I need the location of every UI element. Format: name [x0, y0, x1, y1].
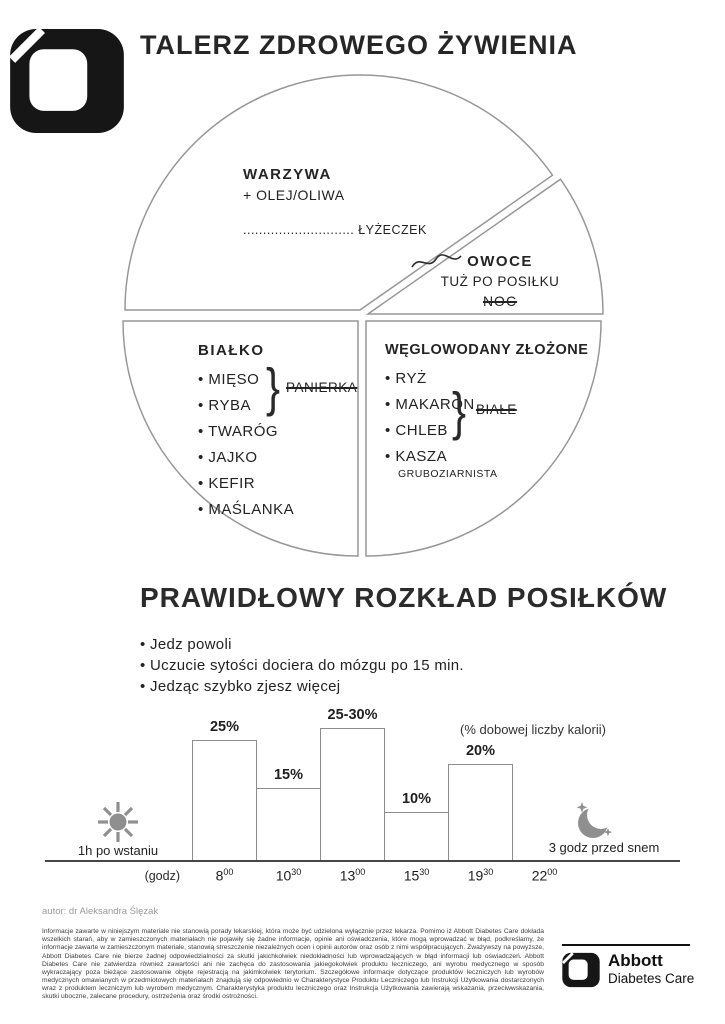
plate-slice-warzywa — [124, 74, 554, 311]
bialko-list: MIĘSO RYBA TWARÓG JAJKO KEFIR MAŚLANKA — [198, 367, 294, 523]
weglowodany-list: RYŻ MAKARON CHLEB KASZA GRUBOZIARNISTA — [385, 366, 588, 480]
x-tick-8:00: 800 — [215, 867, 234, 884]
brace-weglowodany: } — [452, 382, 467, 441]
x-axis-unit-label: (godz) — [144, 869, 180, 883]
bialko-item: MIĘSO — [198, 367, 294, 393]
x-tick-19:30: 1930 — [467, 867, 494, 884]
bialko-item: KEFIR — [198, 471, 294, 497]
weglowodany-title: WĘGLOWODANY ZŁOŻONE — [385, 342, 589, 358]
brand-name: Abbott — [608, 951, 663, 970]
owoce-title: OWOCE — [467, 253, 533, 270]
x-axis-line — [45, 860, 680, 862]
owoce-note: TUŻ PO POSIŁKU — [440, 274, 560, 289]
meal-tips-list: Jedz powoli Uczucie sytości dociera do m… — [140, 634, 464, 697]
bar-8:00 — [192, 740, 257, 860]
bar-value-label: 20% — [465, 743, 496, 759]
sun-icon — [98, 802, 138, 842]
brand-division: Diabetes Care — [608, 971, 695, 986]
owoce-crossed-out: NOC — [482, 293, 518, 309]
bialko-item: TWARÓG — [198, 419, 294, 445]
cross-out-scribble-icon — [411, 254, 462, 268]
weglowodany-item: MAKARON — [385, 392, 588, 418]
owoce-block: OWOCE TUŻ PO POSIŁKU NOC — [411, 253, 585, 311]
x-tick-15:30: 1530 — [403, 867, 430, 884]
bialko-item: MAŚLANKA — [198, 497, 294, 523]
chart-unit-note: (% dobowej liczby kalorii) — [460, 722, 606, 737]
warzywa-subtitle: + OLEJ/OLIWA — [243, 187, 345, 203]
page-title: TALERZ ZDROWEGO ŻYWIENIA — [140, 30, 578, 60]
bar-13:00 — [320, 728, 385, 860]
bialko-item: JAJKO — [198, 445, 294, 471]
x-tick-22:00: 2200 — [531, 867, 558, 884]
bialko-block: BIAŁKO MIĘSO RYBA TWARÓG JAJKO KEFIR MAŚ… — [198, 342, 294, 523]
legal-disclaimer: Informacje zawarte w niniejszym material… — [42, 928, 544, 1001]
bar-19:30 — [448, 764, 513, 860]
weglowodany-item: RYŻ — [385, 366, 588, 392]
healthy-plate-diagram — [122, 74, 604, 557]
x-axis-ticks: 800 1030 1300 1530 1930 2200 — [192, 867, 622, 889]
author-credit: autor: dr Aleksandra Ślęzak — [42, 906, 159, 917]
bar-value-label: 15% — [273, 767, 304, 783]
x-tick-10:30: 1030 — [275, 867, 302, 884]
bialko-item: RYBA — [198, 393, 294, 419]
warzywa-block: WARZYWA + OLEJ/OLIWA — [243, 166, 345, 203]
sleep-note: 3 godz przed snem — [548, 840, 660, 855]
section-title: PRAWIDŁOWY ROZKŁAD POSIŁKÓW — [140, 582, 668, 613]
bar-value-label: 25-30% — [327, 707, 378, 723]
bialko-title: BIAŁKO — [198, 342, 265, 359]
meal-tip: Uczucie sytości dociera do mózgu po 15 m… — [140, 655, 464, 676]
kasza-note: GRUBOZIARNISTA — [398, 468, 498, 480]
bar-10:30 — [256, 788, 321, 860]
x-tick-13:00: 1300 — [339, 867, 366, 884]
bar-value-label: 25% — [209, 719, 240, 735]
weglowodany-item: KASZA — [385, 444, 588, 470]
weglowodany-item: CHLEB — [385, 418, 588, 444]
abbott-logo — [9, 28, 124, 134]
bar-15:30 — [384, 812, 449, 860]
abbott-logo-small — [562, 952, 600, 988]
weglowodany-crossed-out: BIAŁE — [476, 402, 517, 417]
warzywa-oil-line: ............................ ŁYŻECZEK — [243, 223, 427, 237]
meal-tip: Jedz powoli — [140, 634, 464, 655]
bialko-crossed-out: PANIERKA — [286, 380, 358, 395]
warzywa-title: WARZYWA — [243, 166, 332, 183]
brace-bialko: } — [266, 358, 281, 417]
bar-value-label: 10% — [401, 791, 432, 807]
wake-note: 1h po wstaniu — [77, 843, 159, 858]
moon-icon — [576, 801, 615, 838]
meal-tip: Jedząc szybko zjesz więcej — [140, 676, 464, 697]
plate-slice-owoce — [365, 178, 604, 315]
bar-chart: 25% 15% 25-30% 10% 20% — [192, 707, 582, 860]
weglowodany-block: WĘGLOWODANY ZŁOŻONE RYŻ MAKARON CHLEB KA… — [385, 342, 588, 480]
brand-divider — [562, 944, 690, 946]
